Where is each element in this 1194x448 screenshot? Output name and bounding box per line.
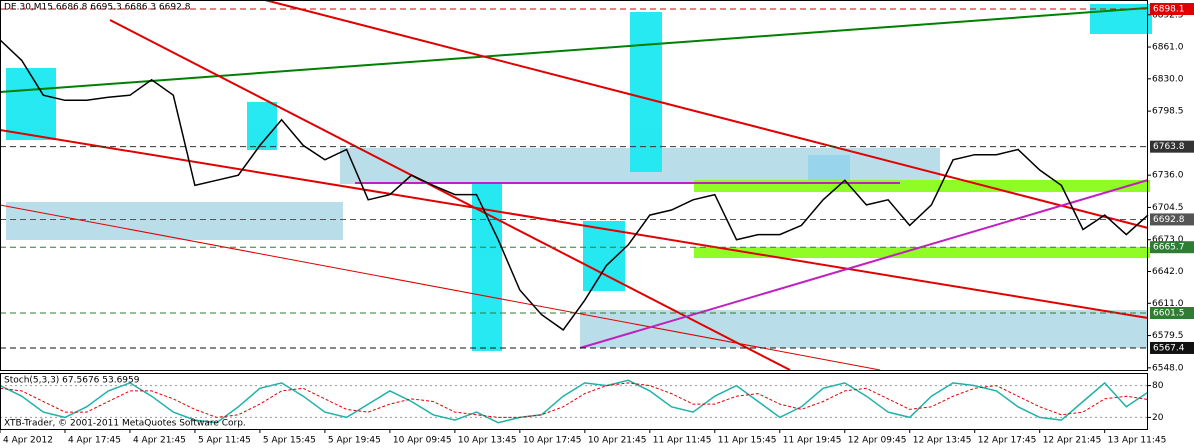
x-tick-label: 4 Apr 21:45 — [133, 436, 186, 446]
x-tick-label: 10 Apr 21:45 — [588, 436, 647, 446]
x-tick-label: 4 Apr 17:45 — [68, 436, 121, 446]
series-line — [0, 39, 1149, 331]
plot: 6892.5 6861.0 6830.0 6798.5 6736.0 6704.5 6673… — [0, 3, 1194, 446]
y-tick-label: 6673.0 — [1152, 235, 1184, 245]
stoch-panel — [0, 373, 1148, 430]
price-panel — [0, 0, 1148, 371]
trendline — [109, 19, 791, 371]
y-tick-label: 80 — [1152, 381, 1164, 391]
x-tick-label: 11 Apr 11:45 — [653, 436, 712, 446]
chart-title: DE.30,M15 6686.8 6695.3 6686.3 6692.8 — [4, 3, 191, 13]
y-tick-label: 20 — [1152, 413, 1164, 423]
y-tick-label: 6704.5 — [1152, 203, 1184, 213]
zone — [583, 221, 625, 291]
zone — [580, 310, 1148, 348]
y-tick-label: 6642.0 — [1152, 267, 1184, 277]
y-tick-label: 6830.0 — [1152, 74, 1184, 84]
zone — [6, 202, 343, 240]
y-tick-label: 6798.5 — [1152, 107, 1184, 117]
zone — [6, 68, 56, 140]
x-tick-label: 10 Apr 13:45 — [458, 436, 517, 446]
trendline — [579, 179, 1149, 349]
level-label: 6692.8 — [1153, 215, 1185, 225]
stoch-title: Stoch(5,3,3) 67.5676 53.6959 — [4, 376, 140, 386]
level-label: 6601.5 — [1153, 309, 1185, 319]
trendline — [0, 7, 1149, 93]
level-label: 6665.7 — [1153, 243, 1185, 253]
series-line — [0, 382, 1149, 418]
zone — [694, 180, 1150, 192]
y-tick-label: 6579.5 — [1152, 331, 1184, 341]
y-tick-label: 6548.0 — [1152, 363, 1184, 373]
y-tick-label: 6611.0 — [1152, 299, 1184, 309]
trendlines — [0, 0, 1149, 371]
x-tick-label: 11 Apr 15:45 — [718, 436, 777, 446]
trendline — [0, 129, 1149, 319]
zone — [694, 247, 1150, 258]
y-tick-label: 6861.0 — [1152, 43, 1184, 53]
x-tick-label: 13 Apr 11:45 — [1108, 436, 1167, 446]
y-tick-label: 6736.0 — [1152, 171, 1184, 181]
level-label: 6763.8 — [1153, 142, 1185, 152]
x-tick-label: 5 Apr 11:45 — [198, 436, 251, 446]
x-tick-label: 10 Apr 17:45 — [523, 436, 582, 446]
level-label: 6567.4 — [1153, 343, 1185, 353]
level-box — [1150, 241, 1194, 254]
x-tick-label: 5 Apr 15:45 — [263, 436, 316, 446]
x-tick-label: 5 Apr 19:45 — [328, 436, 381, 446]
y-tick-label: 6892.5 — [1152, 10, 1184, 20]
zone — [630, 12, 662, 172]
x-tick-label: 10 Apr 09:45 — [393, 436, 452, 446]
x-tick-label: 12 Apr 21:45 — [1043, 436, 1102, 446]
zones — [6, 4, 1152, 351]
level-label: 6898.1 — [1153, 5, 1185, 15]
x-tick-label: 12 Apr 09:45 — [848, 436, 907, 446]
series-line — [0, 379, 1149, 424]
level-box — [1150, 307, 1194, 320]
watermark: XTB-Trader, © 2001-2011 MetaQuotes Softw… — [4, 419, 246, 429]
level-box — [1150, 213, 1194, 226]
level-box — [1150, 140, 1194, 153]
level-box — [1150, 341, 1194, 354]
x-tick-label: 12 Apr 17:45 — [978, 436, 1037, 446]
trendline — [264, 0, 1149, 229]
level-box — [1150, 3, 1194, 16]
x-tick-label: 12 Apr 13:45 — [913, 436, 972, 446]
trendline — [0, 204, 881, 371]
x-tick-label: 11 Apr 19:45 — [783, 436, 842, 446]
x-tick-label: 4 Apr 2012 — [3, 436, 53, 446]
